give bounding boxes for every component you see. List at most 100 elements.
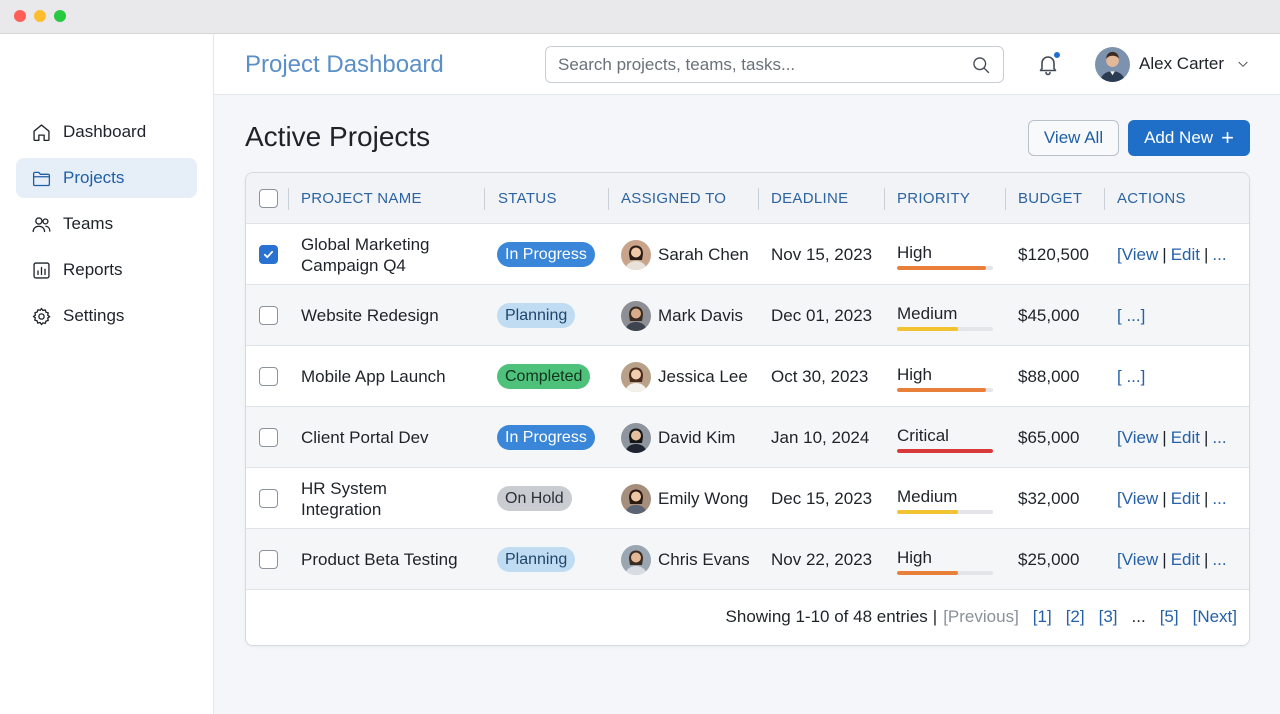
sidebar-item-dashboard[interactable]: Dashboard: [16, 112, 197, 152]
page-link-2[interactable]: [2]: [1065, 607, 1085, 626]
priority-cell: High: [897, 529, 993, 590]
select-all-checkbox[interactable]: [259, 189, 278, 208]
more-actions-link[interactable]: ...: [1212, 427, 1227, 447]
row-checkbox[interactable]: [259, 367, 278, 386]
project-name: Website Redesign: [301, 306, 439, 325]
view-link[interactable]: [View: [1117, 427, 1159, 447]
assignee-name: Chris Evans: [658, 549, 750, 569]
sidebar-item-settings[interactable]: Settings: [16, 296, 197, 336]
priority-bar-fill: [897, 510, 959, 514]
assignee-cell: Jessica Lee: [621, 346, 748, 407]
table-row[interactable]: Product Beta Testing Planning Chris Evans N…: [246, 529, 1249, 590]
column-divider: [484, 188, 485, 210]
assignee-name: Mark Davis: [658, 305, 744, 325]
assignee-name: Sarah Chen: [658, 244, 749, 264]
sidebar-item-projects[interactable]: Projects: [16, 158, 197, 198]
search-icon[interactable]: [971, 55, 991, 75]
priority-bar: [897, 571, 993, 575]
priority-bar-fill: [897, 266, 987, 270]
status-badge: In Progress: [497, 242, 595, 267]
project-name-cell: Client Portal Dev: [301, 407, 429, 468]
user-menu[interactable]: Alex Carter: [1095, 46, 1250, 82]
sidebar-item-reports[interactable]: Reports: [16, 250, 197, 290]
select-cell: [259, 407, 278, 468]
pagination-summary: Showing 1-10 of 48 entries: [725, 607, 928, 626]
project-name: Client Portal Dev: [301, 428, 429, 447]
more-actions-link[interactable]: [ ...]: [1117, 366, 1146, 386]
sidebar: Dashboard Projects Teams Reports Setting…: [0, 34, 214, 714]
view-link[interactable]: [View: [1117, 488, 1159, 508]
table-row[interactable]: Mobile App Launch Completed Jessica Lee Oct…: [246, 346, 1249, 407]
add-new-button[interactable]: Add New +: [1128, 120, 1250, 156]
previous-page-link[interactable]: [Previous]: [943, 607, 1019, 626]
actions-separator: |: [1203, 549, 1209, 569]
select-all-cell: [259, 173, 278, 224]
table-row[interactable]: HR System Integration On Hold Emily Wong De…: [246, 468, 1249, 529]
priority-cell: Medium: [897, 468, 993, 529]
row-checkbox[interactable]: [259, 550, 278, 569]
row-checkbox[interactable]: [259, 428, 278, 447]
table-row[interactable]: Global Marketing Campaign Q4 In Progress S…: [246, 224, 1249, 285]
table-row[interactable]: Website Redesign Planning Mark Davis Dec 01…: [246, 285, 1249, 346]
column-divider: [608, 188, 609, 210]
edit-link[interactable]: Edit: [1170, 549, 1200, 569]
column-header-status[interactable]: STATUS: [498, 190, 557, 207]
project-name-cell: Global Marketing Campaign Q4: [301, 224, 466, 285]
select-cell: [259, 346, 278, 407]
table-header: PROJECT NAME STATUS ASSIGNED TO DEADLINE…: [246, 173, 1249, 224]
plus-icon: +: [1221, 125, 1234, 150]
row-checkbox[interactable]: [259, 306, 278, 325]
page-link-3[interactable]: [3]: [1098, 607, 1118, 626]
pagination-separator: |: [932, 607, 938, 626]
pagination-ellipsis: ...: [1131, 607, 1146, 626]
column-header-project-name[interactable]: PROJECT NAME: [301, 190, 422, 207]
column-header-budget[interactable]: BUDGET: [1018, 190, 1083, 207]
more-actions-link[interactable]: ...: [1212, 549, 1227, 569]
gear-icon: [30, 305, 52, 327]
notification-dot: [1053, 51, 1061, 59]
user-name: Alex Carter: [1139, 54, 1225, 73]
more-actions-link[interactable]: ...: [1212, 488, 1227, 508]
view-link[interactable]: [View: [1117, 244, 1159, 264]
more-actions-link[interactable]: ...: [1212, 244, 1227, 264]
priority-label: Medium: [897, 304, 958, 323]
maximize-window-button[interactable]: [54, 10, 66, 22]
more-actions-link[interactable]: [ ...]: [1117, 305, 1146, 325]
column-header-deadline[interactable]: DEADLINE: [771, 190, 849, 207]
add-new-label: Add New: [1144, 128, 1214, 147]
page-link-5[interactable]: [5]: [1159, 607, 1179, 626]
minimize-window-button[interactable]: [34, 10, 46, 22]
project-name: Global Marketing Campaign Q4: [301, 234, 430, 275]
budget-cell: $45,000: [1018, 305, 1080, 325]
column-divider: [1104, 188, 1105, 210]
next-page-link[interactable]: [Next]: [1192, 607, 1237, 626]
budget-cell: $65,000: [1018, 427, 1080, 447]
deadline-cell: Dec 01, 2023: [771, 305, 873, 325]
projects-table: PROJECT NAME STATUS ASSIGNED TO DEADLINE…: [245, 172, 1250, 646]
assignee-cell: Chris Evans: [621, 529, 750, 590]
table-footer: Showing 1-10 of 48 entries | [Previous] …: [246, 590, 1249, 645]
edit-link[interactable]: Edit: [1170, 244, 1200, 264]
column-header-assigned-to[interactable]: ASSIGNED TO: [621, 190, 727, 207]
page-link-1[interactable]: [1]: [1032, 607, 1052, 626]
edit-link[interactable]: Edit: [1170, 427, 1200, 447]
notifications-button[interactable]: [1036, 51, 1062, 79]
avatar: [1095, 46, 1130, 82]
view-link[interactable]: [View: [1117, 549, 1159, 569]
priority-bar: [897, 266, 993, 270]
avatar: [621, 422, 651, 453]
status-cell: Planning: [497, 285, 576, 346]
sidebar-item-teams[interactable]: Teams: [16, 204, 197, 244]
row-checkbox[interactable]: [259, 245, 278, 264]
column-header-priority[interactable]: PRIORITY: [897, 190, 971, 207]
folder-icon: [30, 167, 52, 189]
close-window-button[interactable]: [14, 10, 26, 22]
row-checkbox[interactable]: [259, 489, 278, 508]
assignee-name: Jessica Lee: [658, 366, 748, 386]
priority-bar-fill: [897, 388, 987, 392]
edit-link[interactable]: Edit: [1170, 488, 1200, 508]
view-all-button[interactable]: View All: [1028, 120, 1119, 156]
table-row[interactable]: Client Portal Dev In Progress David Kim Jan…: [246, 407, 1249, 468]
project-name: HR System Integration: [301, 478, 387, 519]
search-input[interactable]: [558, 47, 958, 82]
